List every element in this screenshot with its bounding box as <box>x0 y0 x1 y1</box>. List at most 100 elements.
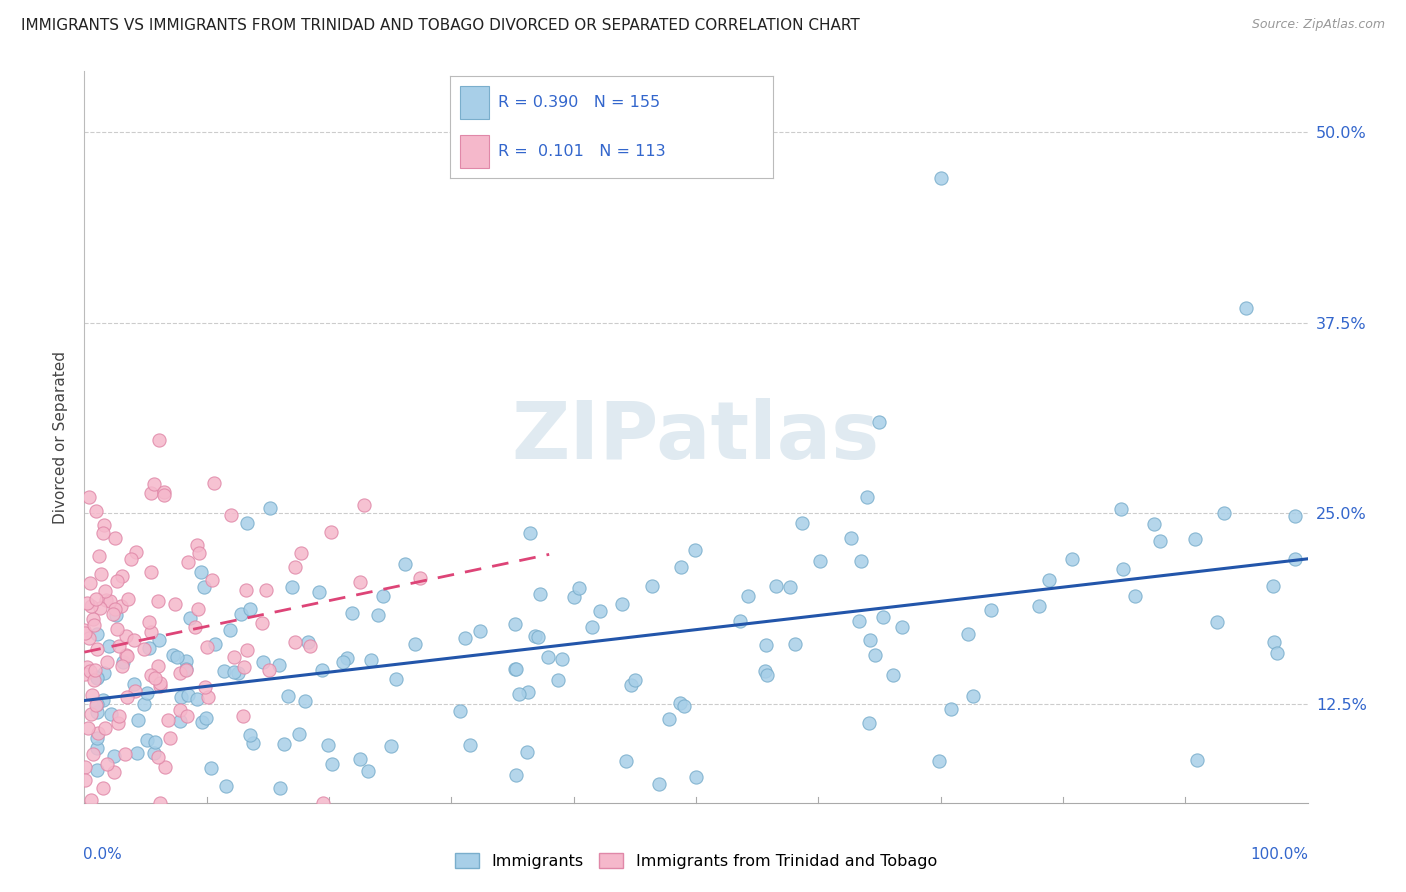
Point <box>851 554 873 568</box>
Point <box>523 629 546 643</box>
Point <box>1205 615 1227 629</box>
Point <box>86 671 108 685</box>
Point <box>139 625 162 640</box>
Point <box>755 638 778 652</box>
Bar <box>460 87 489 119</box>
Point <box>335 651 357 665</box>
Point <box>589 605 612 619</box>
Point <box>202 476 225 491</box>
Point <box>254 583 277 598</box>
Point <box>200 761 222 775</box>
Point <box>139 486 162 500</box>
Point <box>503 617 526 632</box>
Point <box>76 660 98 674</box>
Point <box>250 616 273 631</box>
Point <box>134 641 156 656</box>
Point <box>77 631 100 645</box>
Point <box>385 672 408 686</box>
Point <box>792 516 814 530</box>
Point <box>527 630 550 644</box>
Point <box>108 640 131 654</box>
Point <box>77 721 100 735</box>
Point <box>1062 552 1084 566</box>
Point <box>1213 506 1236 520</box>
Point <box>108 709 131 723</box>
Point <box>87 726 110 740</box>
Point <box>89 600 111 615</box>
Point <box>169 714 191 728</box>
Point <box>269 781 291 796</box>
Point <box>105 622 128 636</box>
Point <box>839 531 862 545</box>
Point <box>668 696 690 710</box>
Point <box>83 664 105 678</box>
Point <box>252 655 274 669</box>
Point <box>169 703 191 717</box>
Point <box>212 664 235 678</box>
Point <box>149 676 172 690</box>
Point <box>127 713 149 727</box>
Point <box>737 590 759 604</box>
Point <box>568 581 591 595</box>
Point <box>136 686 159 700</box>
Point <box>562 590 585 604</box>
Point <box>96 593 118 607</box>
Point <box>169 690 191 705</box>
Point <box>139 566 162 580</box>
Point <box>94 583 117 598</box>
Point <box>176 709 198 723</box>
Point <box>75 760 97 774</box>
Point <box>114 747 136 761</box>
Point <box>1284 552 1306 566</box>
Point <box>179 611 201 625</box>
Point <box>139 667 162 681</box>
Point <box>166 650 188 665</box>
Point <box>239 601 262 615</box>
Point <box>86 705 108 719</box>
Point <box>671 559 693 574</box>
Point <box>730 614 752 628</box>
Point <box>294 694 316 708</box>
Point <box>184 620 207 634</box>
Point <box>673 699 696 714</box>
Point <box>273 737 295 751</box>
Point <box>174 654 197 668</box>
Point <box>281 580 304 594</box>
Point <box>232 709 254 723</box>
Point <box>142 746 165 760</box>
Point <box>153 488 176 502</box>
Point <box>138 640 160 655</box>
Point <box>73 625 96 640</box>
Point <box>98 593 121 607</box>
Point <box>869 415 891 429</box>
Point <box>96 656 118 670</box>
Point <box>685 770 707 784</box>
Point <box>186 692 208 706</box>
Point <box>86 731 108 745</box>
Point <box>848 614 870 628</box>
Point <box>101 607 124 621</box>
Point <box>188 546 211 560</box>
Point <box>148 433 170 447</box>
Point <box>340 606 363 620</box>
Point <box>1123 589 1146 603</box>
Point <box>138 615 160 629</box>
Point <box>174 663 197 677</box>
Point <box>105 574 128 588</box>
Point <box>94 721 117 735</box>
Point <box>882 668 904 682</box>
Point <box>117 592 139 607</box>
Point <box>288 727 311 741</box>
Point <box>856 490 879 504</box>
Point <box>458 738 481 752</box>
Point <box>259 663 281 677</box>
Point <box>1184 532 1206 546</box>
Point <box>122 676 145 690</box>
Point <box>371 589 394 603</box>
Point <box>1038 574 1060 588</box>
Point <box>91 526 114 541</box>
Point <box>236 643 259 657</box>
Point <box>454 631 477 645</box>
Point <box>519 525 541 540</box>
Point <box>316 739 339 753</box>
